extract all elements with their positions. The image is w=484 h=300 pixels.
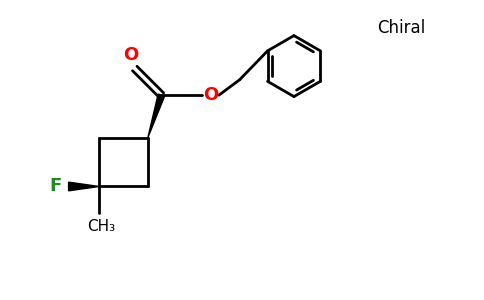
Text: O: O [203,86,218,104]
Text: O: O [123,46,138,64]
Polygon shape [148,94,165,138]
Polygon shape [69,182,99,191]
Text: Chiral: Chiral [378,20,426,38]
Text: CH₃: CH₃ [88,219,116,234]
Text: F: F [49,178,61,196]
